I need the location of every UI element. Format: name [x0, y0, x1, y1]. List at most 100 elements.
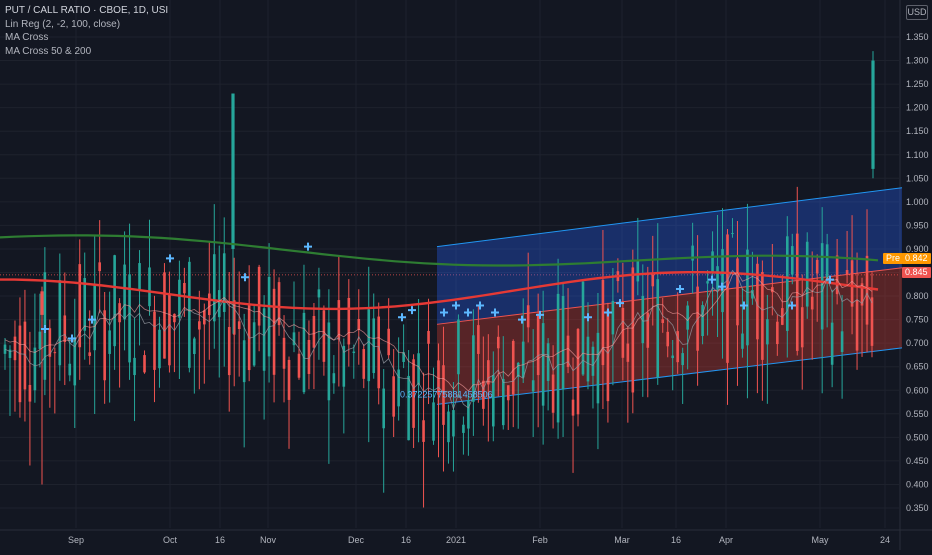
- cross-marker: [616, 299, 624, 308]
- candle-body: [312, 315, 316, 348]
- legend-lin-reg[interactable]: Lin Reg (2, -2, 100, close): [5, 18, 121, 30]
- ma-cross-markers: [41, 242, 834, 343]
- candle-body: [272, 288, 276, 375]
- legend-ma-cross[interactable]: MA Cross: [5, 32, 49, 43]
- candle-body: [178, 279, 181, 318]
- candle-body: [785, 236, 789, 331]
- cross-marker: [408, 306, 416, 315]
- candle-body: [422, 420, 425, 442]
- candle-body: [232, 300, 236, 335]
- x-tick-label: Apr: [719, 535, 733, 545]
- cross-marker: [584, 313, 592, 322]
- candle-body: [850, 260, 854, 307]
- cross-marker: [452, 301, 460, 310]
- cross-marker: [166, 254, 174, 263]
- candle-body: [810, 296, 814, 310]
- y-tick-label: 0.950: [906, 220, 929, 230]
- candle-body: [287, 359, 291, 400]
- candle-body: [790, 246, 794, 275]
- candle-body: [108, 330, 111, 354]
- candle-body: [372, 318, 376, 374]
- ma-cross-fast-line: [4, 269, 873, 411]
- candle-body: [636, 260, 640, 282]
- candle-body: [153, 311, 156, 370]
- candle-body: [342, 345, 346, 387]
- x-tick-label: Sep: [68, 535, 84, 545]
- candle-body: [18, 325, 22, 403]
- cross-marker: [788, 301, 796, 310]
- legend-symbol[interactable]: PUT / CALL RATIO · CBOE, 1D, USI: [5, 5, 169, 16]
- candle-body: [332, 373, 336, 384]
- candle-body: [83, 278, 87, 331]
- y-tick-label: 1.300: [906, 56, 929, 66]
- candle-body: [93, 284, 96, 351]
- candle-body: [412, 359, 415, 428]
- candle-body: [217, 290, 221, 318]
- candle-body: [73, 337, 77, 386]
- candles: [3, 186, 874, 508]
- x-tick-label: 24: [880, 535, 890, 545]
- candle-body: [277, 282, 281, 326]
- candle-body: [48, 328, 52, 357]
- candle-body: [581, 281, 585, 375]
- candle-body: [382, 388, 385, 429]
- candle-body: [392, 376, 395, 417]
- candle-body: [33, 347, 37, 391]
- candle-body: [237, 321, 241, 330]
- candle-body: [207, 293, 211, 316]
- candle-body: [63, 315, 67, 342]
- candle-body: [521, 341, 525, 378]
- ma-50-line: [0, 271, 879, 311]
- candle-body: [452, 410, 455, 437]
- y-tick-label: 0.450: [906, 456, 929, 466]
- y-tick-label: 0.700: [906, 338, 929, 348]
- notable-candle-body: [40, 291, 44, 315]
- cross-marker: [476, 301, 484, 310]
- candle-body: [676, 331, 679, 363]
- candle-body: [78, 264, 82, 348]
- candle-body: [716, 266, 719, 290]
- candle-body: [661, 319, 665, 323]
- candle-body: [477, 325, 480, 354]
- candle-body: [781, 308, 784, 325]
- last-price-tag: 0.845: [902, 267, 931, 278]
- candle-body: [556, 293, 560, 423]
- candle-body: [601, 279, 605, 366]
- candle-body: [252, 322, 256, 366]
- x-tick-label: Feb: [532, 535, 548, 545]
- y-tick-label: 0.900: [906, 244, 929, 254]
- candle-body: [407, 375, 410, 441]
- candle-body: [447, 411, 450, 443]
- candle-body: [706, 281, 709, 284]
- candle-body: [551, 374, 555, 413]
- ma-cross-slow-line: [4, 271, 873, 392]
- currency-button[interactable]: USD: [906, 5, 928, 20]
- candle-body: [870, 297, 874, 346]
- candle-body: [666, 331, 670, 347]
- candle-body: [88, 352, 92, 356]
- cross-marker: [740, 301, 748, 310]
- candle-body: [427, 330, 430, 344]
- candle-body: [671, 355, 674, 359]
- x-tick-label: Mar: [614, 535, 630, 545]
- candle-body: [855, 300, 859, 351]
- x-tick-label: Nov: [260, 535, 277, 545]
- candle-body: [387, 328, 390, 356]
- candle-body: [736, 258, 739, 326]
- candle-body: [302, 312, 306, 393]
- candle-body: [501, 378, 505, 426]
- y-tick-label: 1.150: [906, 126, 929, 136]
- cross-marker: [604, 308, 612, 317]
- x-tick-label: 16: [401, 535, 411, 545]
- y-tick-label: 0.650: [906, 362, 929, 372]
- y-tick-label: 0.800: [906, 291, 929, 301]
- candle-body: [417, 353, 420, 385]
- candle-body: [840, 331, 844, 353]
- candle-body: [168, 294, 171, 366]
- candle-body: [860, 283, 864, 306]
- candle-body: [53, 352, 57, 354]
- candle-body: [307, 339, 311, 374]
- legend-ma-cross-50-200[interactable]: MA Cross 50 & 200: [5, 45, 92, 57]
